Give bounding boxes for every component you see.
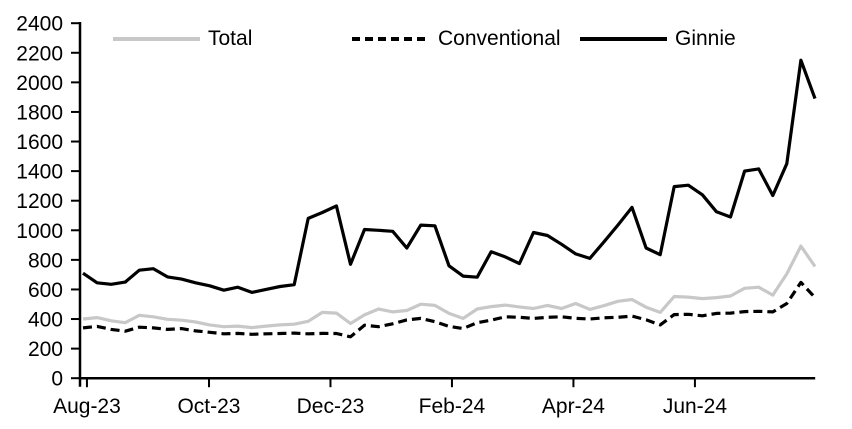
y-tick-label: 2000 [16,72,63,95]
x-tick-label: Aug-23 [53,395,121,418]
x-tick-label: Apr-24 [542,395,605,418]
x-tick-label: Jun-24 [663,395,728,418]
legend-label-conventional: Conventional [438,27,561,50]
y-tick-label: 1800 [16,101,63,124]
conventional-dashed-line-swatch-icon [352,37,430,41]
x-tick-label: Dec-23 [297,395,365,418]
y-tick-label: 1200 [16,190,63,213]
y-tick-label: 200 [28,338,63,361]
series-total-line [82,244,817,330]
y-tick-label: 600 [28,279,63,302]
y-tick-label: 2200 [16,42,63,65]
y-tick-label: 400 [28,309,63,332]
y-tick-label: 800 [28,249,63,272]
y-tick-label: 1000 [16,220,63,243]
y-tick-label: 1400 [16,161,63,184]
x-tick-label: Feb-24 [419,395,486,418]
y-tick-label: 2400 [16,13,63,36]
series-ginnie-line [82,58,817,294]
x-tick-label: Oct-23 [177,395,240,418]
legend-item-conventional: Conventional [352,26,561,52]
legend-label-total: Total [208,27,253,50]
y-tick-label: 0 [51,368,63,391]
total-line-swatch-icon [113,37,200,41]
legend-item-total: Total [113,26,252,52]
legend-item-ginnie: Ginnie [580,26,736,52]
y-tick-label: 1600 [16,131,63,154]
series-conventional-line [82,280,817,339]
legend-label-ginnie: Ginnie [675,27,736,50]
ginnie-line-swatch-icon [580,37,667,41]
